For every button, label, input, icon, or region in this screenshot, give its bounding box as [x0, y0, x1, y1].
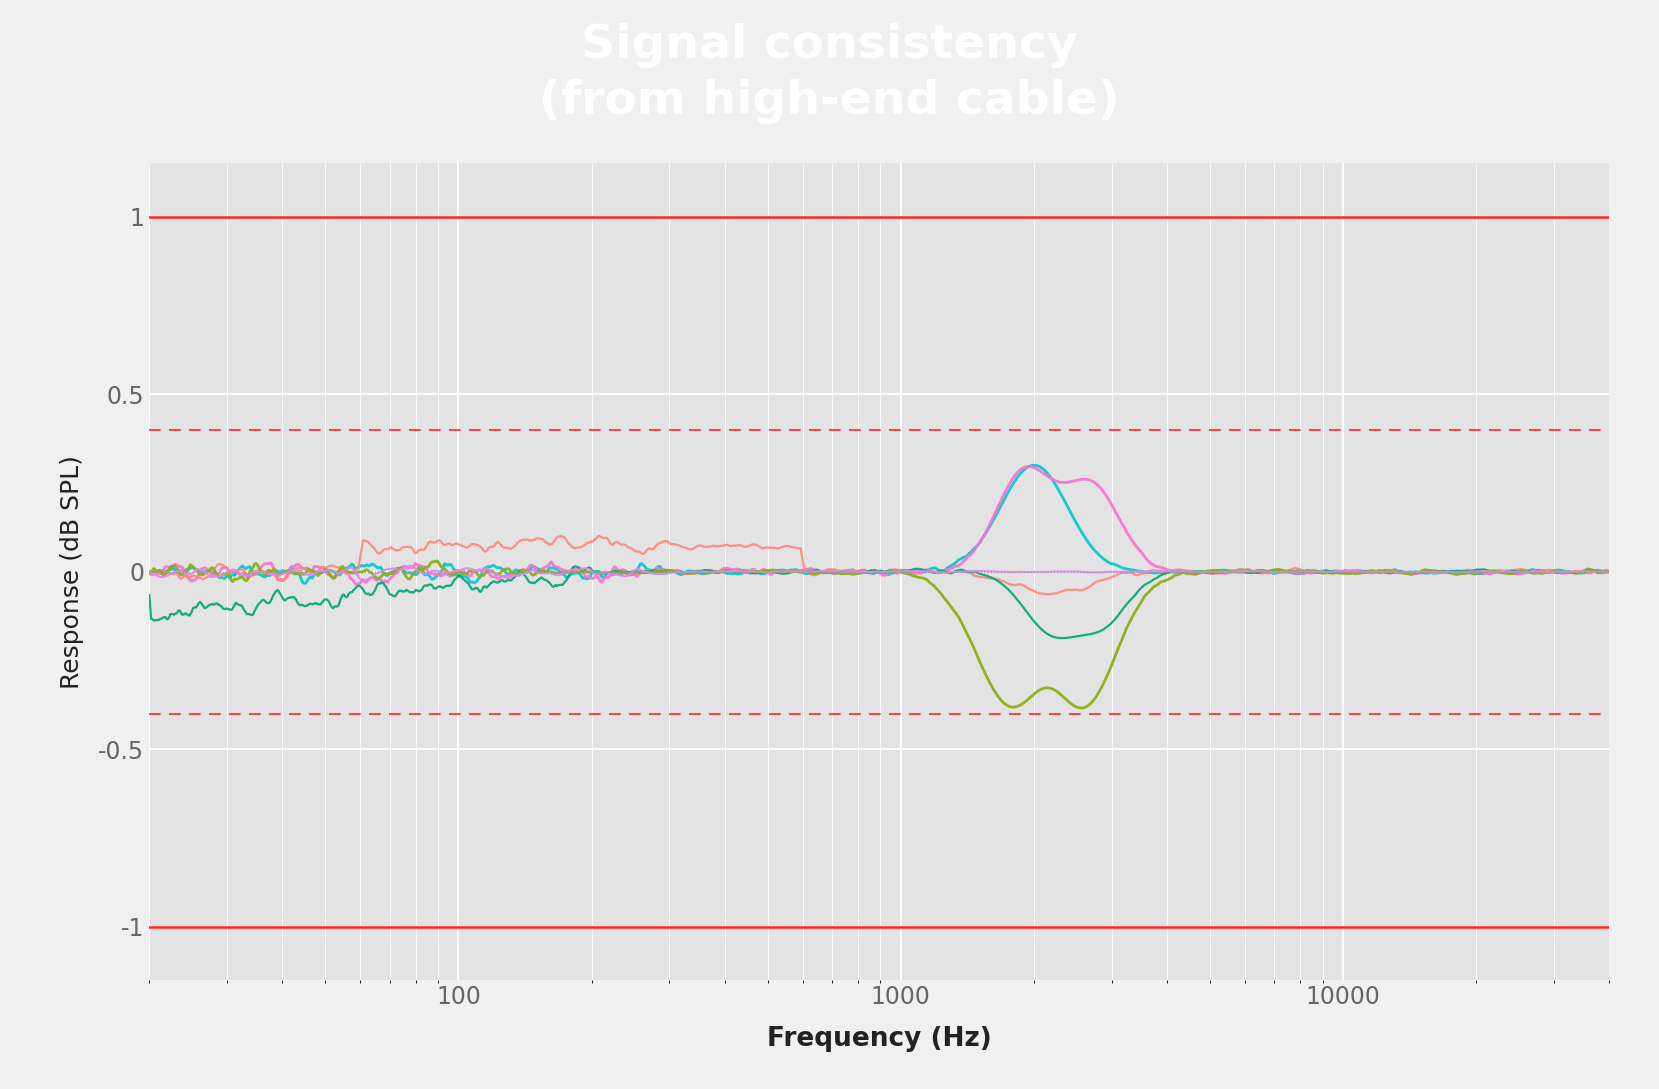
X-axis label: Frequency (Hz): Frequency (Hz)	[766, 1026, 992, 1052]
Text: Signal consistency
(from high-end cable): Signal consistency (from high-end cable)	[539, 23, 1120, 124]
Y-axis label: Response (dB SPL): Response (dB SPL)	[60, 455, 85, 688]
